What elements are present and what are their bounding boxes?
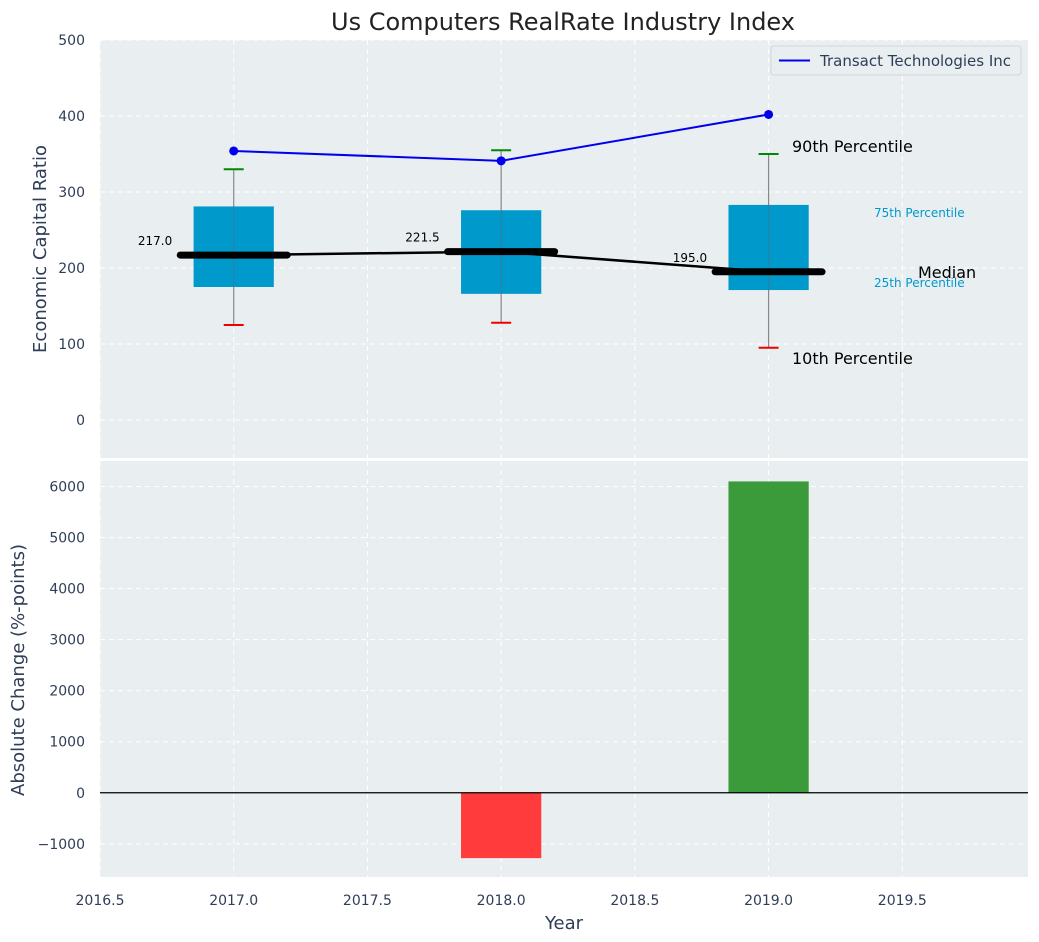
bottom-plot-area [100, 461, 1028, 877]
top-y-ticks: 0 100 200 300 400 500 [58, 33, 85, 429]
bottom-y-tick-label: −1000 [38, 837, 85, 853]
bottom-y-axis-label: Absolute Change (%-points) [8, 544, 29, 796]
x-tick-label: 2016.5 [76, 893, 125, 909]
top-y-tick-label: 500 [58, 33, 85, 49]
top-y-tick-label: 400 [58, 109, 85, 125]
bottom-bars [461, 481, 809, 859]
x-tick-label: 2018.0 [477, 893, 526, 909]
bottom-y-tick-label: 2000 [49, 684, 85, 700]
series-point [496, 156, 506, 166]
legend-label: Transact Technologies Inc [819, 52, 1011, 70]
x-tick-label: 2019.5 [878, 893, 927, 909]
bottom-y-tick-label: 3000 [49, 633, 85, 649]
top-medians: 217.0 221.5 195.0 [138, 231, 826, 276]
bottom-y-ticks: −1000 0 1000 2000 3000 4000 5000 6000 [38, 480, 85, 853]
series-point [229, 146, 239, 156]
x-tick-label: 2017.0 [209, 893, 258, 909]
top-panel: 0 100 200 300 400 500 217.0 221.5 195.0 90th Pe… [30, 33, 1028, 458]
chart-title: Us Computers RealRate Industry Index [331, 8, 795, 36]
top-boxes [193, 149, 809, 349]
bottom-grid [99, 461, 1028, 877]
p90-annotation: 90th Percentile [792, 137, 913, 156]
median-value-label: 195.0 [673, 251, 707, 265]
top-annotations: 90th Percentile 75th Percentile Median 2… [792, 137, 976, 368]
bottom-y-tick-label: 6000 [49, 480, 85, 496]
p75-annotation: 75th Percentile [874, 206, 965, 220]
series-point [764, 109, 774, 119]
x-tick-label: 2019.0 [744, 893, 793, 909]
top-y-axis-label: Economic Capital Ratio [30, 145, 51, 353]
change-bar [461, 792, 542, 859]
top-y-tick-label: 0 [76, 413, 85, 429]
top-series [229, 109, 774, 166]
median-annotation: Median [918, 263, 976, 282]
bottom-x-ticks: 2016.5 2017.0 2017.5 2018.0 2018.5 2019.0 2019… [76, 893, 927, 909]
median-value-label: 217.0 [138, 234, 172, 248]
p25-annotation: 25th Percentile [874, 276, 965, 290]
bottom-y-tick-label: 1000 [49, 735, 85, 751]
change-bar [728, 481, 809, 793]
top-y-tick-label: 300 [58, 185, 85, 201]
median-value-label: 221.5 [405, 231, 439, 245]
bottom-y-tick-label: 5000 [49, 531, 85, 547]
x-tick-label: 2017.5 [343, 893, 392, 909]
p10-annotation: 10th Percentile [792, 349, 913, 368]
bottom-y-tick-label: 0 [76, 786, 85, 802]
x-axis-label: Year [544, 913, 584, 934]
bottom-y-tick-label: 4000 [49, 582, 85, 598]
legend-box [770, 45, 1022, 76]
top-y-tick-label: 100 [58, 337, 85, 353]
legend: Transact Technologies Inc [770, 45, 1022, 76]
top-y-tick-label: 200 [58, 261, 85, 277]
x-tick-label: 2018.5 [610, 893, 659, 909]
